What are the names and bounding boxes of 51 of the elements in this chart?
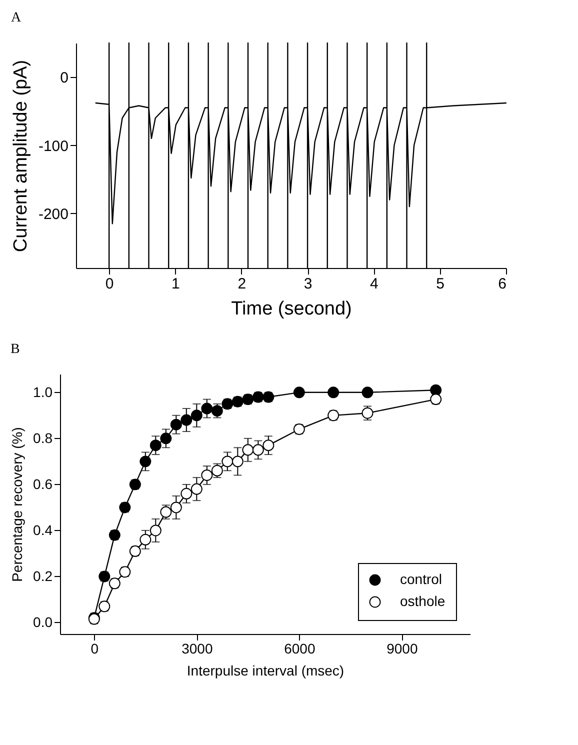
chart-title: B: [10, 342, 20, 357]
y-tick-label: -200: [38, 206, 68, 223]
x-axis-title: Interpulse interval (msec): [186, 662, 344, 678]
point: [252, 444, 264, 456]
y-tick-label: 0: [60, 70, 68, 87]
point: [180, 488, 192, 500]
x-tick-label: 6: [498, 276, 506, 292]
point: [150, 524, 162, 536]
point: [430, 384, 442, 396]
x-tick-label: 1: [172, 276, 180, 292]
legend-label: control: [400, 571, 442, 587]
point: [150, 440, 162, 452]
x-axis-title: Time (second): [231, 298, 352, 320]
point: [190, 483, 202, 495]
point: [362, 386, 374, 398]
y-axis-title: Percentage recovery (%): [9, 427, 26, 582]
x-tick-label: 9000: [386, 640, 418, 656]
point: [170, 502, 182, 514]
y-tick-label: 0.0: [33, 614, 53, 630]
y-tick-label: 0.6: [33, 476, 53, 492]
x-tick-label: 4: [370, 276, 378, 292]
x-tick-label: 3000: [182, 640, 213, 656]
point: [262, 440, 274, 452]
point: [140, 534, 152, 546]
x-tick-label: 5: [436, 276, 445, 292]
point: [160, 432, 172, 444]
point: [242, 444, 254, 456]
x-tick-label: 3: [304, 276, 312, 292]
point: [201, 402, 213, 414]
y-axis-title: Current amplitude (pA): [10, 60, 32, 252]
point: [222, 456, 234, 468]
y-tick-label: 0.2: [33, 568, 53, 584]
legend-label: osthole: [400, 593, 446, 609]
point: [293, 386, 305, 398]
x-tick-label: 2: [238, 276, 246, 292]
point: [362, 407, 374, 419]
point: [201, 470, 213, 481]
x-tick-label: 6000: [284, 640, 316, 656]
x-tick-label: 0: [105, 276, 114, 292]
x-tick-label: 0: [90, 640, 99, 656]
point: [190, 410, 202, 422]
point: [140, 456, 152, 468]
y-tick-label: 0.8: [33, 430, 53, 446]
y-tick-label: 1.0: [33, 384, 53, 400]
point: [170, 418, 182, 430]
y-tick-label: 0.4: [33, 522, 53, 538]
y-tick-label: -100: [38, 138, 68, 155]
point: [232, 456, 244, 468]
point: [180, 414, 192, 426]
point: [328, 386, 340, 398]
chart-title: A: [10, 10, 22, 26]
